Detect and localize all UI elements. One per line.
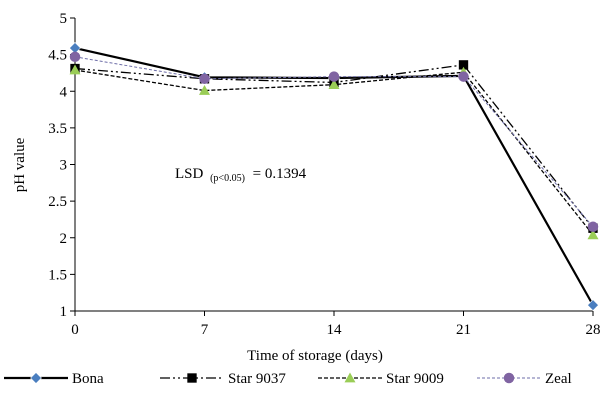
y-tick-label: 3: [60, 158, 68, 174]
legend-label-star-9037: Star 9037: [228, 371, 286, 387]
legend-marker-star-9009: [344, 372, 356, 383]
x-tick-label: 0: [71, 322, 79, 338]
series-zeal: [69, 51, 599, 232]
y-tick-label: 3.5: [48, 121, 67, 137]
y-tick-label: 2: [60, 231, 68, 247]
lsd-annotation-main: LSD: [175, 166, 204, 182]
data-point-zeal: [69, 51, 81, 63]
y-tick-label: 4: [60, 84, 68, 100]
lsd-annotation-subscript: (p<0.05): [210, 173, 245, 184]
series-line-star-9037: [74, 64, 594, 229]
series-lines: [69, 42, 599, 312]
legend-label-bona: Bona: [72, 371, 104, 387]
data-point-star-9037: [458, 60, 469, 70]
legend-label-star-9009: Star 9009: [386, 371, 444, 387]
x-axis-label: Time of storage (days): [247, 348, 383, 364]
y-tick-label: 4.5: [48, 48, 67, 64]
x-tick-label: 14: [327, 322, 343, 338]
data-point-star-9009: [328, 79, 340, 90]
lsd-annotation-value: = 0.1394: [253, 166, 307, 182]
y-tick-label: 1.5: [48, 267, 67, 283]
legend-item-zeal: Zeal: [477, 371, 572, 387]
data-point-zeal: [328, 71, 340, 82]
y-axis-label: pH value: [12, 137, 28, 192]
data-point-star-9009: [69, 64, 81, 75]
y-tick-label: 5: [60, 11, 68, 27]
legend-label-zeal: Zeal: [545, 371, 572, 387]
data-point-star-9009: [199, 85, 210, 95]
y-tick-labels: 1 1.5 2 2.5 3 3.5 4 4.5 5: [48, 11, 67, 320]
data-point-zeal: [199, 73, 210, 85]
x-tick-label: 7: [201, 322, 209, 338]
y-tick-label: 1: [60, 304, 68, 320]
x-tick-label: 28: [586, 322, 601, 338]
legend-item-star-9037: Star 9037: [160, 371, 286, 387]
data-point-zeal: [587, 221, 599, 232]
series-line-star-9009: [74, 69, 594, 236]
data-point-star-9009: [587, 229, 599, 240]
legend-item-bona: Bona: [4, 371, 104, 387]
lsd-annotation: LSD (p<0.05) = 0.1394: [175, 166, 307, 185]
x-tick-label: 21: [456, 322, 471, 338]
data-point-zeal: [458, 71, 469, 82]
legend-marker-zeal: [503, 372, 515, 384]
y-tick-label: 2.5: [48, 194, 67, 210]
legend-marker-bona: [30, 372, 42, 384]
legend-item-star-9009: Star 9009: [318, 371, 444, 387]
series-star-9009: [69, 64, 599, 240]
x-tick-labels: 0 7 14 21 28: [71, 322, 600, 338]
data-point-bona: [587, 299, 599, 312]
legend: Bona Star 9037 Star 9009 Zeal: [4, 371, 572, 387]
legend-marker-star-9037: [187, 373, 197, 383]
